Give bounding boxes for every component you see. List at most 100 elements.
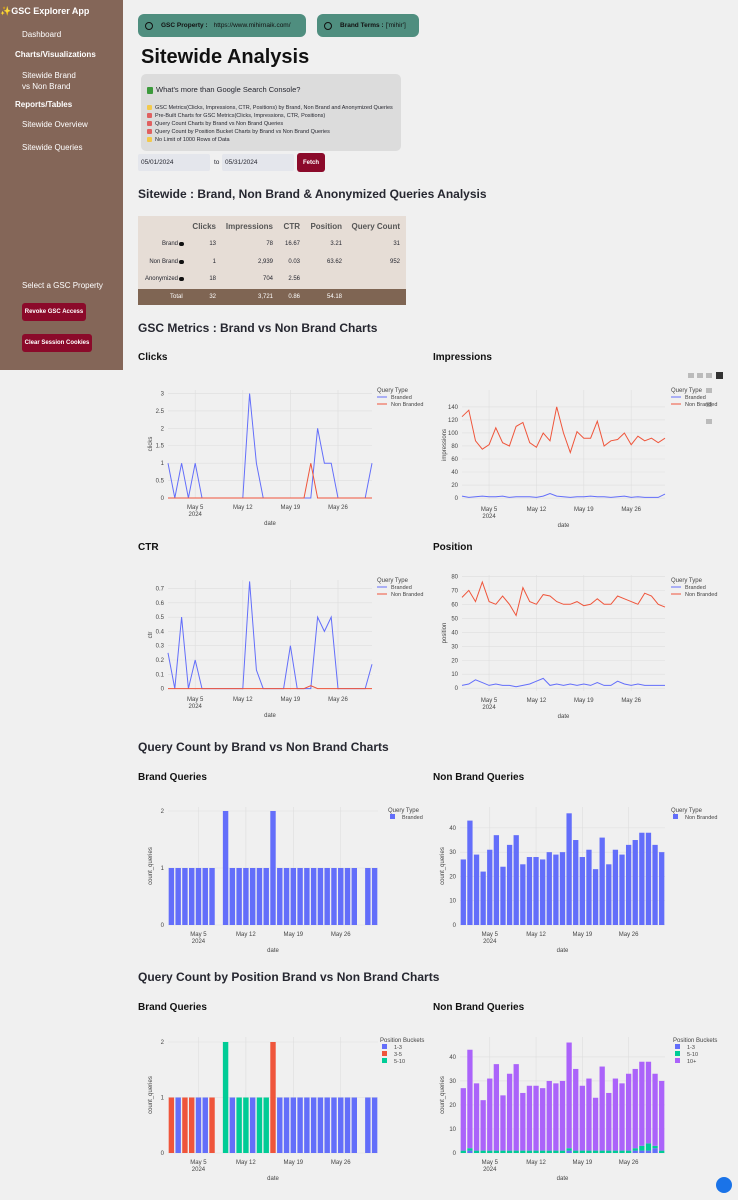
- y-tick-label: 100: [448, 431, 459, 437]
- bar: [500, 1095, 506, 1151]
- fetch-button[interactable]: Fetch: [297, 153, 325, 172]
- x-tick-label: May 26: [621, 507, 641, 513]
- info-item-text: Pre-Built Charts for GSC Metrics(Clicks,…: [155, 113, 326, 119]
- x-tick-label: May 12: [233, 697, 253, 703]
- bar: [168, 867, 175, 925]
- bar: [513, 835, 519, 925]
- cell: 18: [209, 276, 216, 282]
- bar: [467, 1148, 473, 1151]
- bar: [473, 1083, 480, 1151]
- bar: [546, 1150, 552, 1153]
- x-tick-year: 2024: [482, 705, 496, 711]
- bar: [371, 1097, 378, 1153]
- legend-label: Non Branded: [685, 402, 717, 408]
- x-tick-label: May 19: [572, 1160, 592, 1166]
- sidebar: ✨GSC Explorer App Dashboard Charts/Visua…: [0, 0, 123, 370]
- y-tick-label: 0: [161, 496, 165, 502]
- x-tick-label: May 5: [190, 932, 207, 938]
- legend-label: Branded: [685, 395, 706, 401]
- bar: [467, 1150, 473, 1153]
- legend-label: Non Branded: [391, 402, 423, 408]
- bar: [652, 1148, 658, 1153]
- bar: [645, 1143, 652, 1151]
- bar: [659, 1080, 665, 1151]
- info-item-text: Query Count by Position Bucket Charts by…: [155, 129, 330, 135]
- y-axis-label: count_queries: [148, 1076, 154, 1114]
- property-label: GSC Property :: [161, 22, 208, 29]
- bar: [500, 866, 506, 925]
- bar: [365, 1097, 371, 1153]
- cell: 2.56: [288, 276, 300, 282]
- y-tick-label: 120: [448, 418, 459, 424]
- y-axis-label: count_queries: [148, 847, 154, 885]
- x-tick-label: May 12: [527, 507, 547, 513]
- select-label: Select a GSC Property: [22, 281, 103, 290]
- bar: [506, 1073, 513, 1151]
- legend-label: Non Branded: [685, 592, 717, 598]
- x-axis-label: date: [267, 1176, 279, 1182]
- modebar-icon: [688, 373, 694, 378]
- nav-link[interactable]: Sitewide Overview: [22, 120, 88, 129]
- bar: [480, 1150, 486, 1153]
- y-tick-label: 2: [161, 1040, 165, 1046]
- nav-link[interactable]: Sitewide Queries: [22, 143, 83, 152]
- cell: 32: [209, 294, 216, 300]
- bar: [659, 1150, 665, 1153]
- nav-link[interactable]: Dashboard: [22, 30, 62, 39]
- y-axis-label: clicks: [148, 437, 154, 452]
- section-heading: Query Count by Position Brand vs Non Bra…: [138, 970, 440, 984]
- line: [461, 406, 666, 455]
- bar: [256, 867, 263, 925]
- line: [168, 685, 372, 690]
- bar: [553, 854, 559, 925]
- star-icon: [147, 137, 152, 143]
- end-date[interactable]: 05/31/2024: [222, 154, 294, 171]
- bar: [290, 867, 297, 925]
- legend-title: Query Type: [671, 388, 703, 394]
- clear-button[interactable]: Clear Session Cookies: [22, 334, 92, 352]
- x-tick-label: May 26: [619, 1160, 639, 1166]
- check-icon: [145, 21, 153, 30]
- y-tick-label: 30: [449, 1079, 456, 1085]
- x-tick-label: May 19: [283, 932, 303, 938]
- column-header: Position: [310, 222, 342, 231]
- x-tick-year: 2024: [483, 1167, 497, 1173]
- y-tick-label: 0.2: [156, 658, 165, 664]
- legend-label: Non Branded: [391, 592, 423, 598]
- x-tick-year: 2024: [189, 704, 203, 710]
- x-tick-label: May 19: [572, 932, 592, 938]
- bar: [236, 867, 242, 925]
- x-tick-label: May 26: [331, 932, 351, 938]
- chart-icon: [147, 121, 152, 127]
- row-label: Total: [170, 294, 183, 300]
- info-item: Pre-Built Charts for GSC Metrics(Clicks,…: [147, 113, 325, 119]
- bar: [586, 1078, 592, 1151]
- revoke-button[interactable]: Revoke GSC Access: [22, 303, 86, 321]
- legend-title: Query Type: [671, 578, 703, 584]
- y-tick-label: 0.5: [156, 479, 165, 485]
- bar: [175, 1097, 181, 1153]
- bar: [599, 1150, 605, 1153]
- bar: [283, 867, 290, 925]
- legend-label: Branded: [391, 395, 412, 401]
- x-tick-label: May 19: [574, 698, 594, 704]
- bar: [222, 1041, 229, 1153]
- bar: [222, 810, 229, 925]
- bar: [351, 867, 357, 925]
- cell: 952: [389, 259, 400, 265]
- total-row-bg: [138, 289, 406, 305]
- bar: [473, 854, 480, 925]
- bar: [546, 852, 552, 925]
- legend-label: 5-10: [687, 1052, 698, 1058]
- cell: 2,939: [257, 259, 273, 265]
- column-header: Impressions: [225, 222, 273, 231]
- y-tick-label: 20: [449, 874, 456, 880]
- bar: [533, 1085, 539, 1151]
- x-tick-label: May 26: [331, 1160, 351, 1166]
- y-tick-label: 20: [449, 1103, 456, 1109]
- nav-link[interactable]: Sitewide Brand vs Non Brand: [22, 71, 76, 91]
- start-date[interactable]: 05/01/2024: [138, 154, 210, 171]
- bar: [310, 1097, 317, 1153]
- y-tick-label: 40: [449, 826, 456, 832]
- legend-label: 1-3: [394, 1045, 402, 1051]
